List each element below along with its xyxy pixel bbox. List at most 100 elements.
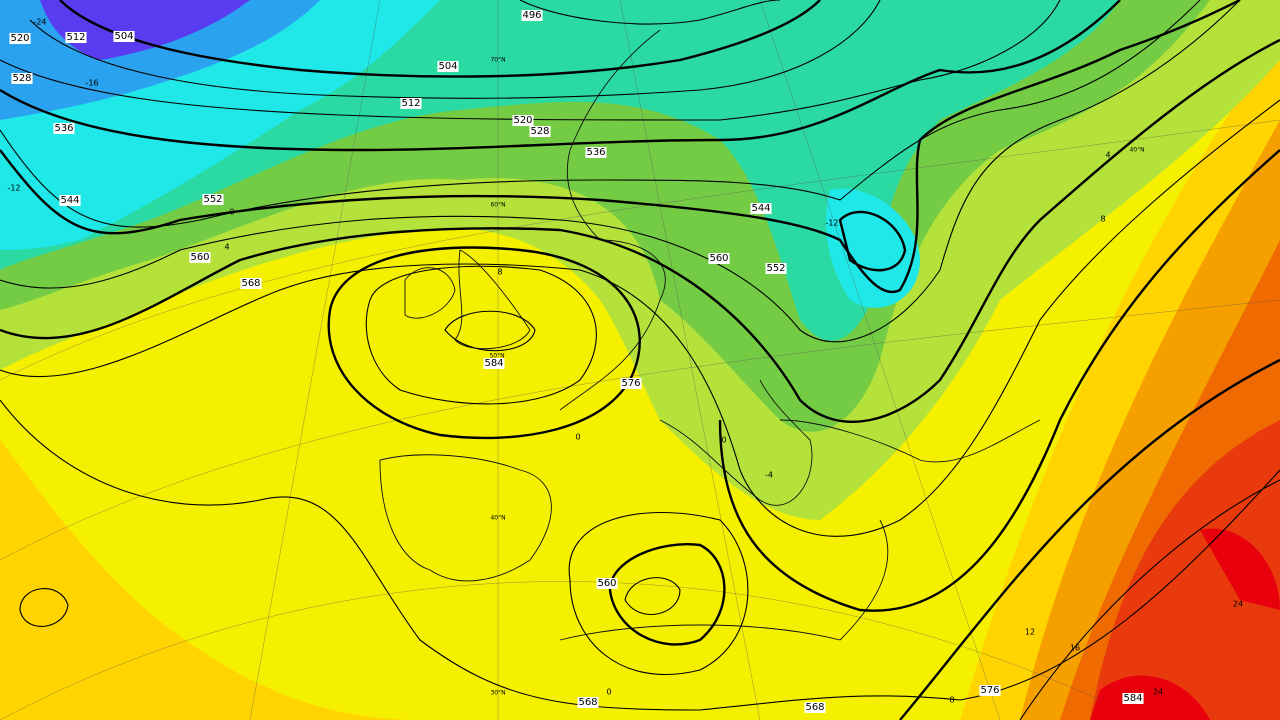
label-box	[113, 31, 135, 42]
label-box	[577, 697, 599, 708]
temperature-label: 8	[497, 268, 502, 277]
label-box	[65, 32, 87, 43]
contour	[59, 0, 821, 78]
label-box	[585, 147, 607, 158]
parallel	[0, 581, 1101, 720]
contour-label: 528	[12, 73, 31, 84]
label-box	[804, 702, 826, 713]
contour	[838, 210, 907, 272]
latitude-label: 50°N	[489, 353, 504, 360]
contour-label: 504	[114, 31, 133, 42]
contour-label: 576	[621, 378, 640, 389]
latitude-label: 40°N	[1129, 147, 1144, 154]
temperature-label: -24	[33, 18, 46, 27]
temperature-label: 8	[949, 696, 954, 705]
contour-label: 560	[597, 578, 616, 589]
contour-label: 552	[203, 194, 222, 205]
contour-label: 584	[1123, 693, 1142, 704]
label-box	[9, 33, 31, 44]
temperature-label: -12	[7, 184, 20, 193]
temperature-label: -4	[765, 471, 773, 480]
contour	[0, 0, 1241, 294]
latitude-label: 30°N	[490, 690, 505, 697]
coastline	[379, 454, 552, 582]
coastline	[779, 419, 1041, 463]
label-box	[437, 61, 459, 72]
contour	[0, 99, 1280, 537]
contour-label: 568	[805, 702, 824, 713]
contour-label: 552	[766, 263, 785, 274]
contour	[624, 577, 681, 616]
coastline	[454, 249, 531, 350]
labels: 4965045045125125205205285285365365445445…	[7, 10, 1243, 713]
parallel	[0, 119, 1280, 381]
temperature-label: 16	[1070, 644, 1080, 653]
contour	[608, 543, 726, 646]
contour-label: 568	[578, 697, 597, 708]
contour	[29, 0, 881, 99]
latitude-label: 60°N	[490, 202, 505, 209]
coastline	[659, 379, 813, 506]
contour	[0, 38, 1280, 423]
label-box	[596, 578, 618, 589]
hot-field	[1090, 528, 1280, 720]
contour-label: 544	[751, 203, 770, 214]
label-box	[59, 195, 81, 206]
temperature-label: 4	[224, 243, 229, 252]
temperature-label: 12	[1025, 628, 1035, 637]
meridian	[759, 0, 1001, 720]
label-box	[400, 98, 422, 109]
label-box	[53, 123, 75, 134]
contour-label: 528	[530, 126, 549, 137]
contour	[1019, 479, 1280, 720]
warm-field	[0, 440, 420, 720]
label-box	[202, 194, 224, 205]
warm-field	[1090, 420, 1280, 720]
contour	[899, 358, 1280, 720]
contour-label: 584	[484, 358, 503, 369]
contour-label: 576	[980, 685, 999, 696]
contour	[0, 0, 1061, 121]
temperature-label: 0	[606, 688, 611, 697]
label-box	[765, 263, 787, 274]
contour-label: 560	[190, 252, 209, 263]
coastline	[559, 519, 889, 641]
temperature-label: 0	[721, 436, 726, 445]
contour	[0, 0, 1121, 152]
label-box	[750, 203, 772, 214]
label-box	[620, 378, 642, 389]
temperature-label: -12	[825, 219, 838, 228]
very-cold-field	[0, 0, 920, 308]
label-box	[979, 685, 1001, 696]
temperature-label: -16	[85, 79, 98, 88]
label-box	[529, 126, 551, 137]
temperature-label: 8	[1100, 215, 1105, 224]
contour	[0, 0, 1241, 343]
contour	[0, 399, 1280, 711]
contour	[19, 588, 69, 627]
label-box	[483, 358, 505, 369]
latitude-label: 70°N	[490, 57, 505, 64]
temperature-label: 24	[1153, 688, 1163, 697]
contour-label: 520	[513, 115, 532, 126]
coldest-field	[40, 0, 250, 60]
contour-label: 568	[241, 278, 260, 289]
label-box	[512, 115, 534, 126]
label-box	[240, 278, 262, 289]
contour-label: 496	[522, 10, 541, 21]
contour	[568, 511, 749, 675]
temperature-label: 0	[229, 208, 234, 217]
temperature-label: 24	[1233, 600, 1243, 609]
contour	[365, 265, 597, 405]
contour-label: 560	[709, 253, 728, 264]
label-box	[1122, 693, 1144, 704]
label-box	[521, 10, 543, 21]
contour-label: 512	[401, 98, 420, 109]
contour	[444, 310, 536, 352]
contour	[519, 0, 781, 25]
label-box	[189, 252, 211, 263]
temperature-label: 0	[575, 433, 580, 442]
label-box	[708, 253, 730, 264]
